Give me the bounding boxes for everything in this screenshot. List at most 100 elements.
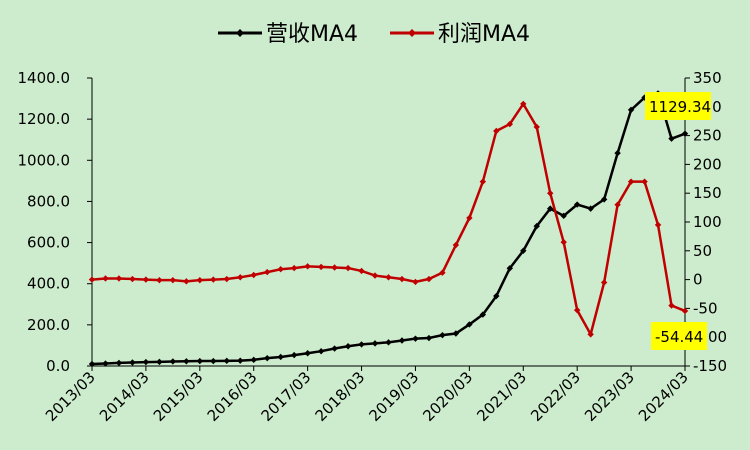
y-right-tick-label: -50: [693, 299, 718, 317]
series-1-point: [614, 201, 621, 208]
series-1-point: [169, 276, 177, 284]
series-line-1: [91, 101, 686, 338]
callout-box-1: [651, 322, 707, 350]
x-tick-label: 2022/03: [527, 368, 584, 425]
y-left-tick-label: 1200.0: [18, 110, 71, 128]
series-1-point: [344, 264, 352, 272]
series-0-point: [641, 94, 648, 101]
y-right-tick-label: 150: [693, 184, 722, 202]
series-1-point: [398, 275, 406, 283]
series-1-point: [142, 276, 150, 283]
x-tick-label: 2014/03: [96, 368, 153, 425]
series-1-point: [102, 275, 109, 282]
series-1-point: [331, 264, 338, 271]
y-right-tick-label: 0: [693, 271, 703, 289]
callout-label-0: 1129.34: [649, 98, 711, 116]
legend: 营收MA4 利润MA4: [218, 22, 530, 47]
series-1-point: [668, 302, 675, 309]
x-tick-label: 2024/03: [635, 368, 692, 425]
series-0-point: [223, 357, 230, 365]
series-lines: [88, 90, 689, 368]
y-left-tick-label: 400.0: [27, 275, 70, 293]
legend-label-1: 利润MA4: [438, 22, 530, 47]
series-1-point: [654, 221, 662, 229]
series-1-point: [547, 190, 554, 197]
series-1-point: [277, 266, 284, 273]
x-tick-label: 2019/03: [365, 368, 422, 425]
series-1-point: [520, 100, 527, 108]
y-right-tick-label: 200: [693, 155, 722, 173]
series-0-point: [412, 335, 419, 342]
series-1-point: [385, 274, 392, 281]
series-0-point: [587, 205, 594, 212]
series-0-point: [506, 265, 513, 272]
series-0-point: [210, 357, 217, 365]
series-1-point: [533, 123, 540, 131]
series-0-point: [479, 311, 487, 318]
series-0-point: [290, 351, 298, 359]
series-0-point: [573, 201, 581, 208]
series-0-point: [142, 358, 150, 366]
series-0-point: [344, 343, 352, 350]
series-1-point: [587, 331, 594, 338]
y-right-tick-label: 250: [693, 127, 722, 145]
series-1-point: [210, 276, 217, 283]
x-tick-label: 2016/03: [204, 368, 261, 425]
series-0-point: [264, 354, 271, 362]
series-0-point: [358, 341, 365, 348]
series-0-point: [452, 330, 460, 337]
series-1-point: [156, 276, 163, 284]
y-right-tick-label: 50: [693, 242, 712, 260]
series-1-point: [317, 263, 325, 271]
series-0-point: [317, 347, 325, 355]
series-0-point: [277, 353, 284, 361]
x-tick-label: 2015/03: [150, 368, 207, 425]
y-right-tick-label: -150: [693, 357, 727, 375]
y-left-tick-label: 800.0: [27, 192, 70, 210]
series-1-point: [560, 238, 567, 246]
series-1-point: [506, 120, 513, 128]
x-tick-label: 2018/03: [312, 368, 369, 425]
axes: 0.0 200.0 400.0 600.0 800.0 1000.0 1200.0 1400.…: [18, 69, 728, 425]
callout-box-0: [645, 92, 711, 120]
series-1-point: [264, 268, 271, 276]
series-1-point: [573, 306, 581, 314]
series-0-point: [466, 321, 473, 328]
x-tick-label: 2013/03: [42, 368, 99, 425]
series-0-point: [560, 212, 567, 220]
series-0-point: [681, 130, 689, 137]
y-left-tick-label: 1400.0: [18, 69, 71, 87]
series-0-point: [156, 358, 163, 366]
series-1-point: [129, 275, 136, 283]
series-0-point: [398, 337, 406, 344]
series-line-0: [91, 91, 686, 366]
series-1-point: [88, 276, 96, 283]
series-1-point: [115, 275, 123, 282]
series-1-point: [493, 127, 500, 135]
series-1-point: [479, 178, 487, 185]
series-0-point: [250, 356, 257, 364]
series-1-point: [452, 241, 460, 249]
series-1-point: [466, 214, 473, 222]
callouts: 1129.34 -54.44: [645, 92, 711, 350]
series-1-point: [627, 178, 635, 185]
series-1-point: [237, 274, 244, 281]
y-right-tick-label: 100: [693, 213, 722, 231]
series-0-point: [439, 331, 446, 339]
series-0-point: [196, 357, 204, 365]
series-0-point: [304, 350, 311, 357]
series-0-point: [493, 292, 500, 300]
series-0-point: [115, 359, 123, 367]
series-0-point: [627, 106, 635, 114]
series-1-point: [358, 267, 365, 275]
series-0-point: [183, 358, 190, 365]
series-1-point: [196, 276, 204, 284]
y-left-tick-label: 1000.0: [18, 151, 71, 169]
series-1-point: [439, 269, 446, 276]
series-1-point: [412, 278, 419, 286]
series-0-point: [169, 358, 177, 365]
series-1-point: [304, 263, 311, 270]
y-left-tick-label: 0.0: [46, 357, 70, 375]
